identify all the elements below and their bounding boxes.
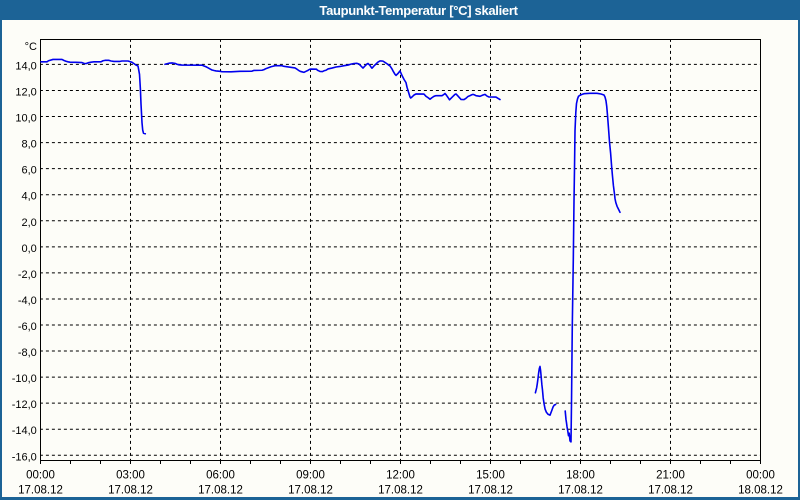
svg-text:17.08.12: 17.08.12 xyxy=(288,485,333,497)
svg-text:-16,0: -16,0 xyxy=(12,451,37,463)
svg-text:17.08.12: 17.08.12 xyxy=(468,485,513,497)
svg-text:-2,0: -2,0 xyxy=(18,269,37,281)
svg-text:0,0: 0,0 xyxy=(22,243,37,255)
svg-text:03:00: 03:00 xyxy=(116,470,145,482)
svg-text:-14,0: -14,0 xyxy=(12,425,37,437)
svg-text:10,0: 10,0 xyxy=(15,113,36,125)
svg-text:15:00: 15:00 xyxy=(476,470,505,482)
svg-text:06:00: 06:00 xyxy=(206,470,235,482)
svg-text:-8,0: -8,0 xyxy=(18,347,37,359)
svg-text:°C: °C xyxy=(25,41,37,53)
svg-text:18.08.12: 18.08.12 xyxy=(738,485,783,497)
svg-text:-6,0: -6,0 xyxy=(18,321,37,333)
svg-text:18:00: 18:00 xyxy=(566,470,595,482)
svg-text:6,0: 6,0 xyxy=(22,165,37,177)
svg-text:4,0: 4,0 xyxy=(22,191,37,203)
svg-text:00:00: 00:00 xyxy=(26,470,55,482)
svg-text:17.08.12: 17.08.12 xyxy=(108,485,153,497)
svg-text:17.08.12: 17.08.12 xyxy=(648,485,693,497)
svg-text:-12,0: -12,0 xyxy=(12,399,37,411)
svg-text:17.08.12: 17.08.12 xyxy=(558,485,603,497)
svg-text:-10,0: -10,0 xyxy=(12,373,37,385)
svg-text:21:00: 21:00 xyxy=(656,470,685,482)
svg-text:17.08.12: 17.08.12 xyxy=(198,485,243,497)
svg-text:8,0: 8,0 xyxy=(22,139,37,151)
svg-text:14,0: 14,0 xyxy=(15,60,36,72)
svg-text:-4,0: -4,0 xyxy=(18,295,37,307)
svg-text:09:00: 09:00 xyxy=(296,470,325,482)
svg-text:00:00: 00:00 xyxy=(746,470,775,482)
svg-text:12:00: 12:00 xyxy=(386,470,415,482)
svg-text:2,0: 2,0 xyxy=(22,217,37,229)
svg-text:17.08.12: 17.08.12 xyxy=(378,485,423,497)
svg-text:17.08.12: 17.08.12 xyxy=(18,485,63,497)
svg-text:12,0: 12,0 xyxy=(15,86,36,98)
